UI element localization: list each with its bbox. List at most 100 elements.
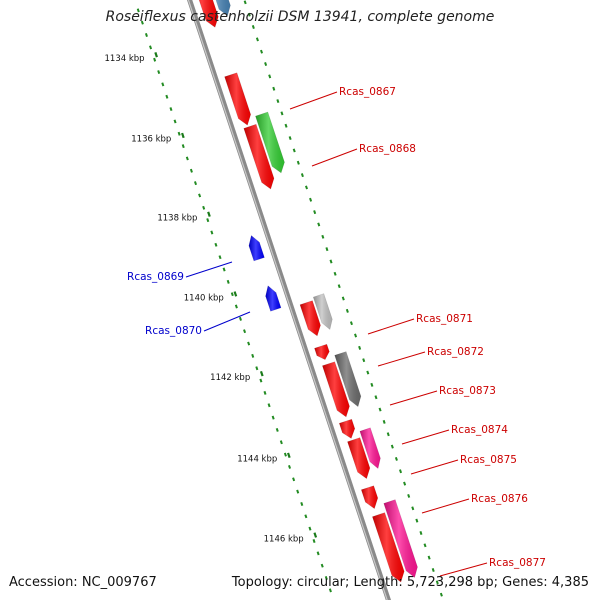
gene-label-leader <box>185 261 233 278</box>
inner-tick-ring <box>243 0 443 597</box>
tick-dot <box>284 123 288 128</box>
gene-arrow-rcas-0870 <box>265 285 282 312</box>
tick-dot <box>378 407 382 412</box>
gene-arrow-rcas-0871 <box>299 300 321 337</box>
gene-arrow-rcas-0872 <box>314 343 330 360</box>
gene-label-leader <box>367 318 415 335</box>
tick-dot <box>354 333 358 338</box>
tick-dot <box>312 539 316 543</box>
gene-arrow-rcas-0867 <box>224 72 252 126</box>
tick-dot <box>341 296 345 301</box>
major-tick <box>287 452 291 459</box>
tick-dot <box>300 173 304 178</box>
gene-label: Rcas_0876 <box>471 493 528 505</box>
tick-dot <box>324 576 328 580</box>
tick-dot <box>370 382 374 387</box>
tick-dot <box>260 49 264 54</box>
tick-dot <box>415 518 419 523</box>
gene-label: Rcas_0877 <box>489 557 546 569</box>
gene-label: Rcas_0870 <box>145 325 202 337</box>
gene-arrow-magenta-1 <box>359 427 381 470</box>
gene-arrow-gray-1 <box>312 293 333 331</box>
tick-label: 1134 kbp <box>105 54 145 64</box>
gene-label-leader <box>401 429 450 445</box>
tick-dot <box>320 563 324 568</box>
tick-dot <box>161 82 165 87</box>
tick-dot <box>308 526 312 531</box>
tick-dot <box>309 197 313 202</box>
gene-label: Rcas_0874 <box>451 424 508 436</box>
tick-dot <box>230 292 234 297</box>
tick-dot <box>247 341 251 346</box>
tick-dot <box>300 502 304 506</box>
tick-dot <box>386 432 390 437</box>
tick-dot <box>226 279 230 284</box>
major-tick <box>207 211 211 217</box>
tick-dot <box>390 444 394 449</box>
major-tick <box>233 291 238 297</box>
tick-dot <box>264 62 268 67</box>
tick-dot <box>292 477 296 482</box>
tick-dot <box>243 329 247 334</box>
tick-dot <box>321 234 325 239</box>
gene-label: Rcas_0873 <box>439 385 496 397</box>
tick-dot <box>280 111 284 116</box>
genome-backbone <box>186 0 392 600</box>
tick-label: 1136 kbp <box>131 135 171 145</box>
tick-dot <box>345 308 349 313</box>
tick-dot <box>259 378 263 383</box>
gene-label: Rcas_0872 <box>427 346 484 358</box>
tick-dot <box>362 358 366 363</box>
tick-dot <box>317 222 321 227</box>
tick-dot <box>202 205 206 210</box>
gene-label-leader <box>439 562 488 577</box>
gene-arrow-top-red <box>198 0 219 28</box>
gene-label: Rcas_0868 <box>359 143 416 155</box>
gene-label-leader <box>389 390 438 406</box>
tick-dot <box>329 259 333 264</box>
gene-label-leader <box>311 148 358 167</box>
gene-arrow-rcas-0874 <box>338 418 356 439</box>
tick-dot <box>238 316 242 321</box>
outer-tick-ring <box>136 8 332 593</box>
gene-label-leader <box>203 311 251 332</box>
tick-dot <box>173 119 177 124</box>
tick-dot <box>296 160 300 165</box>
tick-dot <box>272 86 276 91</box>
tick-dot <box>423 543 427 548</box>
tick-dot <box>304 514 308 519</box>
tick-dot <box>358 345 362 350</box>
gene-label-leader <box>377 351 426 367</box>
tick-label: 1144 kbp <box>237 455 277 465</box>
tick-dot <box>222 267 226 272</box>
tick-dot <box>271 415 275 420</box>
tick-dot <box>234 304 238 309</box>
tick-dot <box>407 493 411 498</box>
tick-dot <box>177 131 181 136</box>
tick-dot <box>206 218 210 223</box>
tick-dot <box>431 568 435 572</box>
tick-dot <box>144 33 148 38</box>
tick-dot <box>140 20 144 25</box>
tick-dot <box>333 271 337 276</box>
tick-dot <box>157 70 161 75</box>
gene-arrow-magenta-2 <box>383 499 418 579</box>
tick-dot <box>382 419 386 424</box>
tick-dot <box>181 144 185 149</box>
tick-label: 1138 kbp <box>157 214 197 224</box>
tick-dot <box>325 247 329 252</box>
gene-arrow-red-1 <box>243 123 275 190</box>
major-tick <box>181 132 185 139</box>
tick-dot <box>304 185 308 190</box>
tick-dot <box>394 456 398 461</box>
tick-dot <box>276 99 280 104</box>
major-tick <box>259 370 264 377</box>
gene-arrow-dark-gray <box>334 351 362 408</box>
tick-dot <box>403 481 407 486</box>
tick-label: 1142 kbp <box>210 373 250 383</box>
tick-dot <box>189 168 193 173</box>
map-title: Roseiflexus castenholzii DSM 13941, comp… <box>105 9 495 25</box>
major-tick <box>154 52 158 58</box>
